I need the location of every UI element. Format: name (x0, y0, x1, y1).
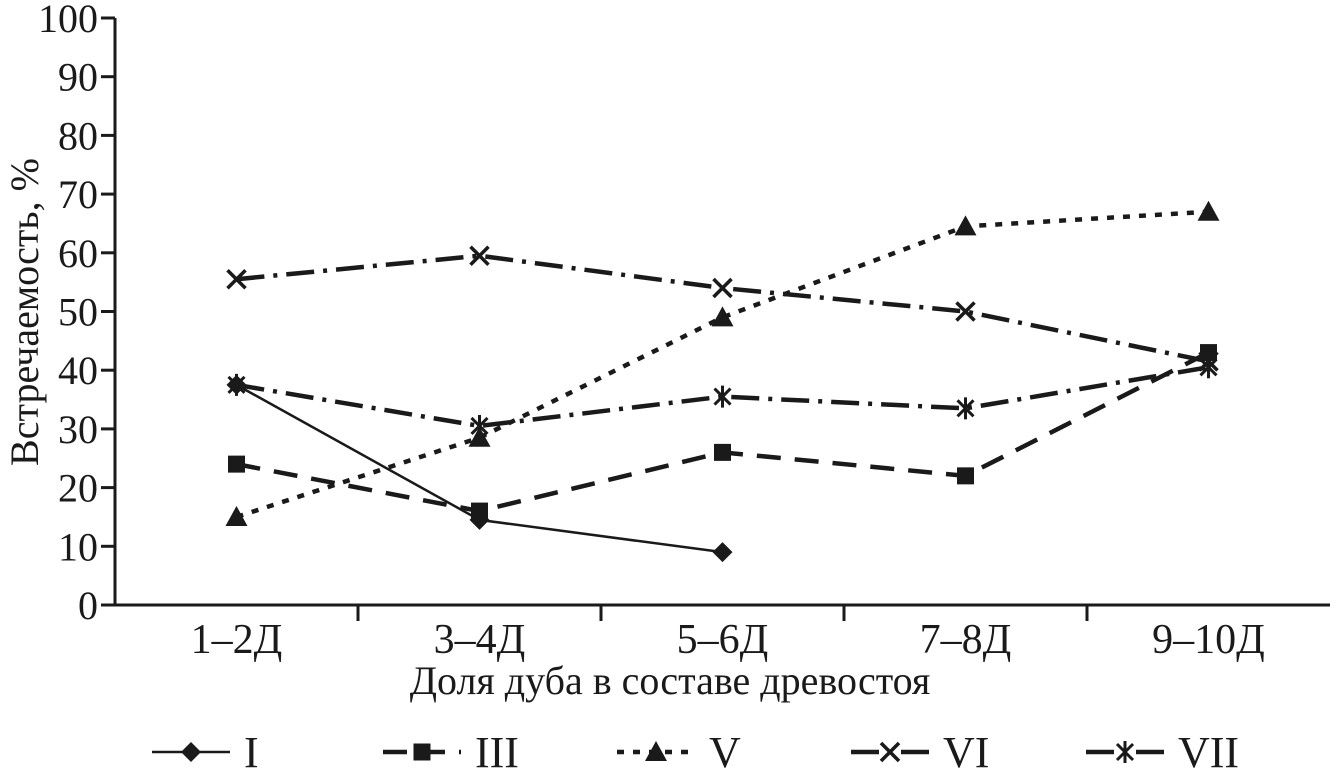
marker-square (413, 743, 431, 761)
legend-label-4: VI (943, 728, 989, 777)
marker-asterisk (1115, 741, 1135, 763)
marker-asterisk (713, 385, 732, 408)
marker-diamond (712, 542, 733, 563)
marker-x (879, 741, 901, 763)
marker-x (226, 268, 247, 290)
marker-diamond (181, 742, 201, 762)
marker-square (714, 443, 731, 461)
series-line-VII (236, 365, 1209, 429)
series-line-III (236, 350, 1210, 514)
y-tick-label: 0 (78, 583, 98, 628)
y-tick-label: 50 (58, 290, 98, 335)
marker-square (471, 502, 488, 520)
y-tick-label: 80 (58, 113, 98, 158)
marker-triangle (954, 215, 977, 236)
y-tick-label: 90 (58, 55, 98, 100)
series-layer (225, 200, 1220, 563)
y-tick-label: 100 (38, 0, 98, 41)
y-tick-label: 60 (58, 231, 98, 276)
category-label: 3–4Д (434, 617, 526, 663)
marker-x (712, 277, 733, 299)
x-axis-title: Доля дуба в составе древостоя (410, 658, 931, 703)
axes: 0 10 20 30 40 50 60 70 80 90 100 1–2Д 3–4Д 5–6Д 7–8Д 9–… (38, 0, 1330, 663)
marker-square (957, 467, 974, 485)
category-label: 7–8Д (920, 617, 1012, 663)
y-tick-label: 30 (58, 407, 98, 452)
marker-triangle (225, 505, 248, 526)
y-tick-label: 20 (58, 466, 98, 511)
y-tick-label: 40 (58, 348, 98, 393)
legend-label-5: VII (1178, 728, 1239, 777)
category-label: 1–2Д (191, 617, 283, 663)
y-tick-label: 10 (58, 524, 98, 569)
category-label: 9–10Д (1152, 617, 1265, 663)
legend: I III V VI VII (152, 728, 1239, 777)
marker-triangle (1197, 200, 1220, 221)
marker-square (228, 455, 245, 473)
marker-asterisk (956, 397, 975, 420)
legend-label-3: V (709, 728, 741, 777)
marker-x (955, 301, 976, 322)
legend-label-1: I (244, 728, 259, 777)
series-line-V (235, 209, 1209, 520)
marker-x (469, 245, 490, 266)
marker-asterisk (1199, 356, 1218, 379)
y-axis-title: Встречаемость, % (2, 158, 47, 466)
legend-label-2: III (475, 728, 519, 777)
y-tick-label: 70 (58, 172, 98, 217)
category-label: 5–6Д (677, 617, 769, 663)
marker-asterisk (227, 373, 246, 396)
marker-triangle (645, 741, 667, 761)
marker-asterisk (470, 414, 489, 437)
marker-triangle (711, 306, 734, 327)
